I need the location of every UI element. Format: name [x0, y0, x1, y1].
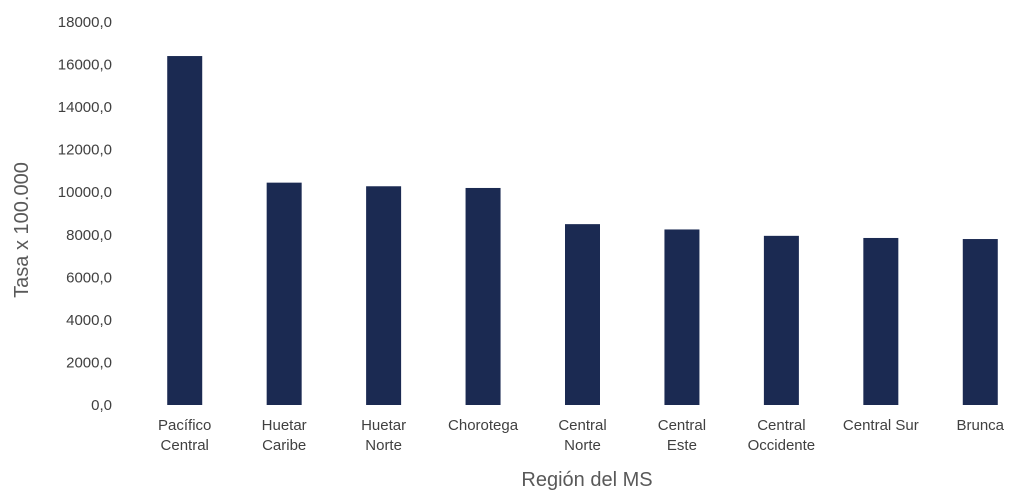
x-category-label: Central Sur	[843, 417, 919, 434]
bar	[465, 187, 501, 405]
y-axis-ticks: 0,0 2000,0 4000,0 6000,0 8000,0 10000,0 12000,…	[58, 14, 112, 414]
y-tick-label: 10000,0	[58, 184, 112, 201]
x-category-label-line: Norte	[365, 437, 402, 454]
y-tick-label: 8000,0	[66, 227, 112, 244]
bar	[962, 239, 998, 405]
x-category-label-line: Central	[658, 417, 706, 434]
bar	[266, 182, 302, 405]
x-category-label: Huetar Caribe	[262, 417, 307, 454]
x-category-label-line: Norte	[564, 437, 601, 454]
y-tick-label: 0,0	[91, 397, 112, 414]
x-category-label-line: Pacífico	[158, 417, 211, 434]
y-tick-label: 14000,0	[58, 99, 112, 116]
y-tick-label: 2000,0	[66, 354, 112, 371]
x-category-label: Brunca	[957, 417, 1005, 434]
x-category-label-line: Caribe	[262, 437, 306, 454]
x-category-label-line: Occidente	[748, 437, 816, 454]
x-category-label: Pacífico Central	[158, 417, 211, 454]
x-category-label: Chorotega	[448, 417, 519, 434]
bar	[167, 56, 203, 406]
x-category-label-line: Central	[757, 417, 805, 434]
bars	[167, 56, 998, 406]
x-category-label: Huetar Norte	[361, 417, 406, 454]
x-category-label-line: Este	[667, 437, 697, 454]
bar	[664, 229, 700, 405]
y-tick-label: 12000,0	[58, 142, 112, 159]
x-category-label-line: Central Sur	[843, 417, 919, 434]
bar	[763, 235, 799, 405]
x-category-label: Central Norte	[558, 417, 606, 454]
x-category-label-line: Central	[558, 417, 606, 434]
y-tick-label: 18000,0	[58, 14, 112, 31]
x-category-label-line: Huetar	[262, 417, 307, 434]
x-category-label: Central Este	[658, 417, 706, 454]
x-category-label-line: Chorotega	[448, 417, 519, 434]
y-tick-label: 4000,0	[66, 312, 112, 329]
bar	[863, 237, 899, 405]
y-tick-label: 6000,0	[66, 269, 112, 286]
y-axis-title: Tasa x 100.000	[11, 162, 33, 298]
x-category-label: Central Occidente	[748, 417, 816, 454]
bar	[366, 186, 402, 405]
x-category-label-line: Central	[161, 437, 209, 454]
x-category-label-line: Brunca	[957, 417, 1005, 434]
x-axis-category-labels: Pacífico Central Huetar Caribe Huetar Norte Ch…	[158, 417, 1005, 454]
y-tick-label: 16000,0	[58, 57, 112, 74]
x-category-label-line: Huetar	[361, 417, 406, 434]
x-axis-title: Región del MS	[521, 469, 652, 491]
bar	[565, 224, 600, 405]
